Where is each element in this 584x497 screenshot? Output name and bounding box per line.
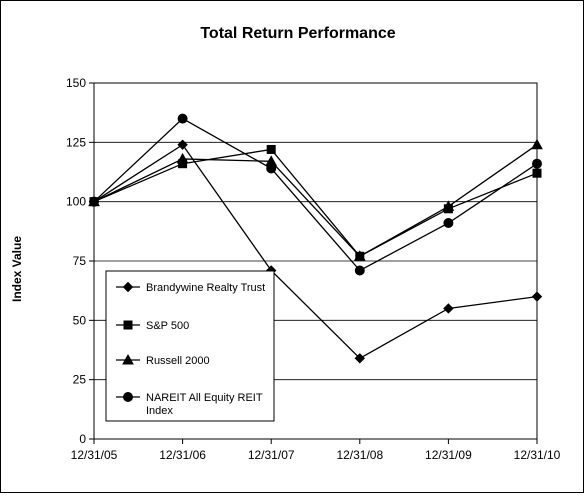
series-group xyxy=(88,113,543,364)
series-line xyxy=(93,144,538,258)
y-tick-label: 75 xyxy=(73,254,87,268)
x-tick-label: 12/31/06 xyxy=(159,448,206,462)
x-tick-label: 12/31/09 xyxy=(425,448,472,462)
data-point-diamond xyxy=(531,291,543,302)
legend-entry: S&P 500 xyxy=(116,320,189,332)
data-point-diamond xyxy=(354,353,366,364)
y-tick-label: 50 xyxy=(73,313,87,327)
data-point-triangle xyxy=(442,200,455,211)
series-line xyxy=(93,143,538,360)
x-tick-label: 12/31/07 xyxy=(248,448,295,462)
data-point-circle xyxy=(443,218,454,229)
data-point-diamond xyxy=(177,139,188,150)
legend-marker-diamond xyxy=(122,281,134,293)
series-line xyxy=(93,117,538,272)
x-tick-label: 12/31/08 xyxy=(336,448,383,462)
y-axis-label: Index Value xyxy=(10,236,24,302)
legend-label: Brandywine Realty Trust xyxy=(146,282,265,294)
series-1 xyxy=(89,144,542,261)
series-line xyxy=(93,148,538,258)
y-tick-label: 100 xyxy=(66,195,86,209)
series-2 xyxy=(88,138,543,261)
legend-label: Russell 2000 xyxy=(146,355,210,367)
legend-marker-circle xyxy=(123,392,133,402)
legend: Brandywine Realty Trust S&P 500 Russell 20… xyxy=(105,270,275,422)
legend-entry: Russell 2000 xyxy=(116,353,210,367)
data-point-triangle xyxy=(176,152,189,164)
y-axis-ticks: 0 25 50 75 100 125 150 xyxy=(66,76,94,446)
series-3 xyxy=(89,113,542,276)
y-tick-label: 125 xyxy=(66,135,86,149)
legend-marker-triangle xyxy=(122,353,134,365)
x-tick-label: 12/31/10 xyxy=(514,448,561,462)
data-point-circle xyxy=(354,265,365,276)
data-point-square xyxy=(266,144,276,154)
legend-label: S&P 500 xyxy=(146,320,189,332)
data-point-square xyxy=(532,168,542,178)
y-tick-label: 150 xyxy=(66,76,86,90)
legend-entry: Brandywine Realty Trust xyxy=(116,281,265,294)
y-tick-label: 25 xyxy=(73,373,87,387)
chart-title: Total Return Performance xyxy=(200,25,395,42)
legend-entry: NAREIT All Equity REIT Index xyxy=(116,392,263,417)
x-tick-label: 12/31/05 xyxy=(71,448,118,462)
data-point-circle xyxy=(89,196,99,207)
legend-marker-square xyxy=(123,320,133,330)
data-point-circle xyxy=(266,163,277,174)
data-point-triangle xyxy=(531,138,543,150)
data-point-diamond xyxy=(443,303,454,314)
legend-label: NAREIT All Equity REIT Index xyxy=(146,392,263,417)
data-point-circle xyxy=(177,113,188,124)
data-point-triangle xyxy=(353,250,366,261)
legend-box xyxy=(105,270,275,422)
x-axis-ticks: 12/31/05 12/31/06 12/31/07 12/31/08 12/31/09… xyxy=(71,439,561,462)
y-tick-label: 0 xyxy=(79,432,86,446)
data-point-circle xyxy=(532,158,542,169)
